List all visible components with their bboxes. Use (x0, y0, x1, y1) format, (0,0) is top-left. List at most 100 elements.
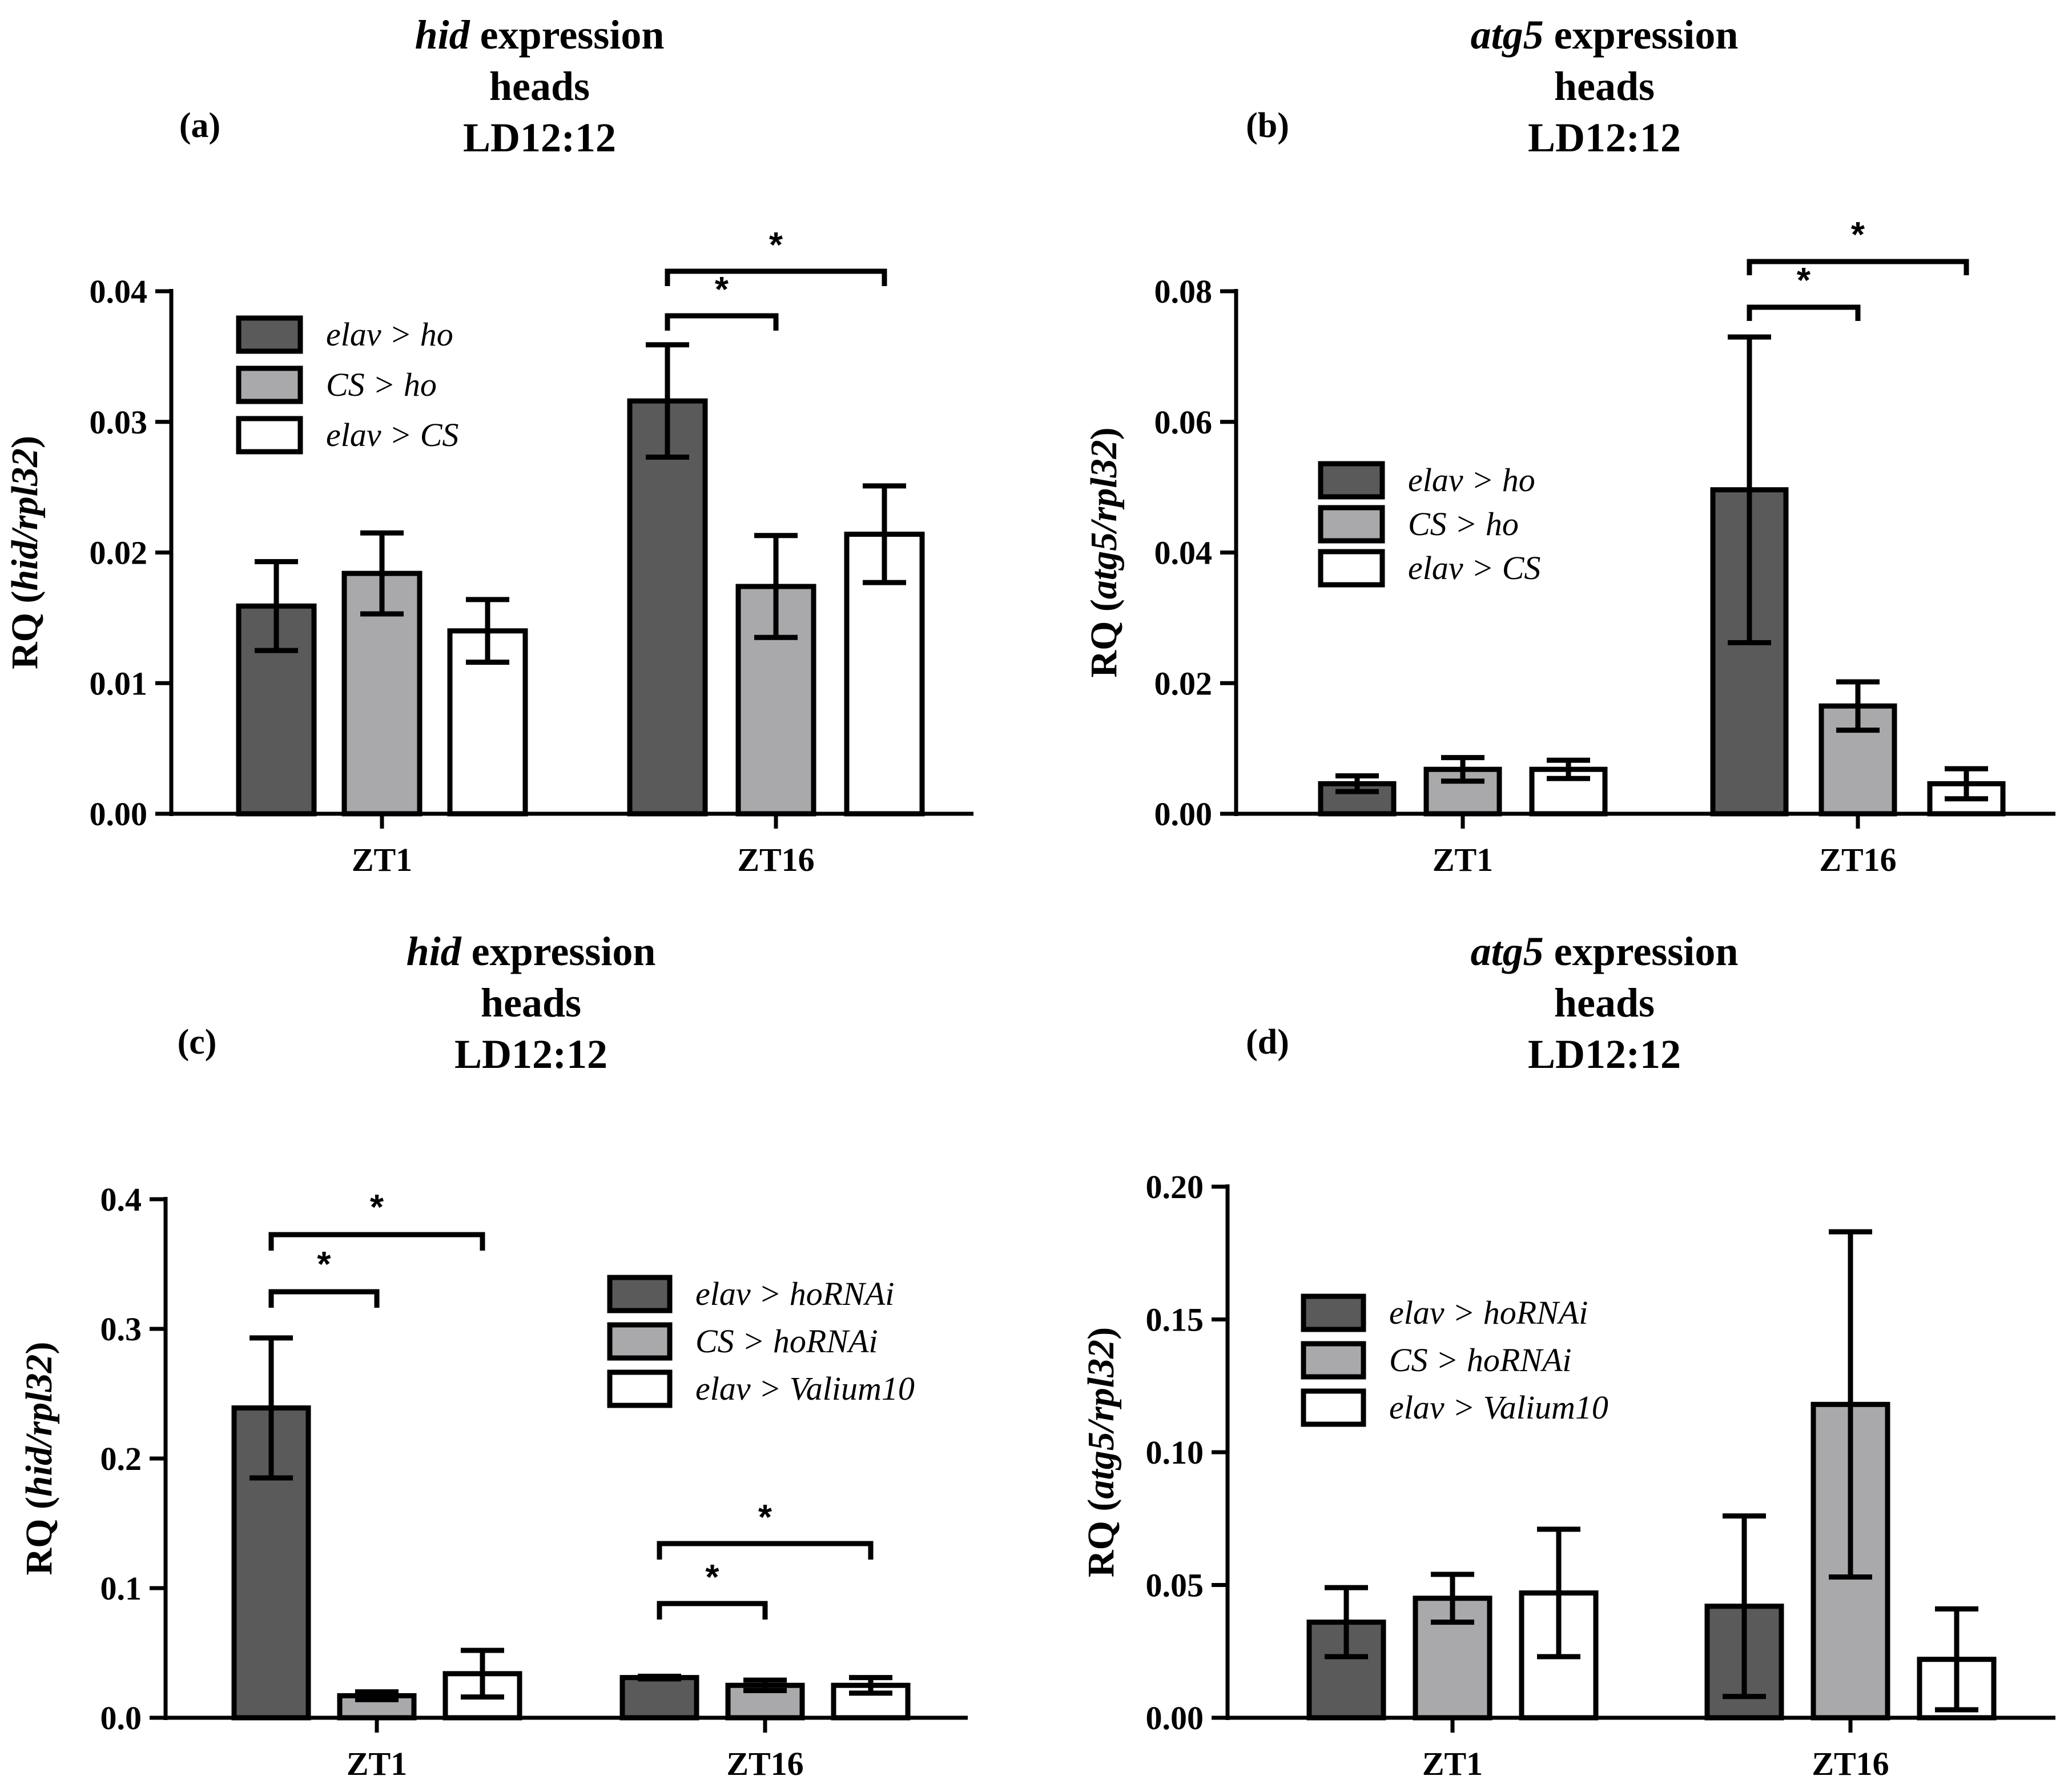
y-axis-label-prefix: RQ ( (1083, 599, 1125, 677)
y-tick-label: 0.03 (90, 404, 148, 441)
chart-condition: LD12:12 (463, 115, 616, 160)
legend-swatch (607, 1322, 673, 1361)
y-axis-label: RQ (hid/rpl32) (18, 1342, 60, 1576)
y-axis-label: RQ (hid/rpl32) (4, 436, 46, 669)
significance-bracket (268, 1289, 380, 1308)
panel-label: (c) (178, 1023, 217, 1062)
chart-panel-c: hid expression heads LD12:12 (c) RQ (hid/rpl… (18, 929, 968, 1782)
legend-label: elav > hoRNAi (1389, 1294, 1588, 1331)
chart-condition: LD12:12 (1528, 1031, 1681, 1077)
y-tick-label: 0.00 (1146, 1699, 1204, 1737)
legend-swatch (607, 1275, 673, 1313)
x-tick-label: ZT1 (347, 1745, 407, 1782)
y-axis-label-suffix: ) (4, 436, 46, 448)
y-tick-label: 0.1 (100, 1570, 142, 1607)
legend-label: elav > Valium10 (695, 1370, 915, 1407)
y-axis-label-ratio: atg5/rpl32 (1083, 440, 1125, 599)
x-tick-label: ZT16 (726, 1745, 803, 1782)
y-axis-label-prefix: RQ ( (18, 1497, 60, 1575)
legend-swatch (607, 1369, 673, 1408)
significance-bracket (657, 1541, 874, 1560)
y-axis-label-suffix: ) (1083, 427, 1125, 440)
chart-subtitle: heads (1554, 63, 1655, 109)
legend-swatch (1301, 1388, 1366, 1427)
chart-title-rest: expression (470, 12, 665, 58)
legend-swatch (236, 416, 303, 455)
y-axis-label-ratio: atg5/rpl32 (1080, 1340, 1122, 1499)
y-tick-label: 0.06 (1154, 404, 1213, 441)
y-axis-label-suffix: ) (18, 1342, 60, 1355)
y-tick-label: 0.02 (1154, 665, 1213, 702)
legend-label: CS > hoRNAi (695, 1323, 878, 1360)
legend-label: elav > CS (326, 416, 458, 453)
y-axis-label-suffix: ) (1080, 1327, 1122, 1340)
legend-swatch (236, 365, 303, 404)
bar (627, 398, 708, 817)
y-tick-label: 0.4 (100, 1181, 142, 1218)
x-tick-label: ZT16 (1819, 841, 1896, 878)
significance-star: * (370, 1188, 384, 1227)
legend-label: CS > hoRNAi (1389, 1341, 1571, 1379)
significance-star: * (1797, 261, 1811, 300)
significance-bracket (268, 1232, 485, 1251)
y-tick-label: 0.10 (1146, 1434, 1204, 1471)
y-tick-label: 0.20 (1146, 1168, 1204, 1206)
y-axis-label-ratio: hid/rpl32 (4, 448, 46, 590)
chart-title: hid expression (407, 929, 656, 974)
legend-swatch (1318, 461, 1385, 500)
legend-label: elav > hoRNAi (695, 1275, 894, 1312)
y-tick-label: 0.0 (100, 1699, 142, 1737)
legend: elav > ho CS > ho elav > CS (236, 315, 458, 455)
y-tick-label: 0.00 (90, 795, 148, 833)
chart-panel-a: hid expression heads LD12:12 (a) RQ (hid/rpl… (4, 12, 973, 878)
y-axis-label: RQ (atg5/rpl32) (1080, 1327, 1122, 1577)
y-tick-label: 0.00 (1154, 795, 1213, 833)
chart-subtitle: heads (1554, 980, 1655, 1026)
y-tick-label: 0.05 (1146, 1567, 1204, 1604)
y-tick-label: 0.04 (1154, 535, 1213, 572)
panel-label: (b) (1246, 106, 1289, 145)
y-axis-label-ratio: hid/rpl32 (18, 1355, 60, 1497)
y-tick-label: 0.15 (1146, 1301, 1204, 1339)
chart-title-gene: atg5 (1471, 929, 1544, 974)
significance-bracket (1747, 304, 1861, 321)
significance-bracket (657, 1601, 768, 1620)
bar (619, 1675, 699, 1721)
panel-label: (a) (179, 106, 220, 145)
y-tick-label: 0.3 (100, 1311, 142, 1348)
chart-panel-d: atg5 expression heads LD12:12 (d) RQ (atg5/r… (1080, 929, 2055, 1782)
chart-title-rest: expression (1544, 12, 1739, 58)
significance-bracket (1747, 259, 1969, 275)
chart-condition: LD12:12 (454, 1031, 607, 1077)
chart-title-gene: hid (407, 929, 462, 974)
y-tick-label: 0.01 (90, 665, 148, 702)
bar (844, 531, 925, 817)
legend-swatch (1318, 505, 1385, 544)
legend: elav > hoRNAi CS > hoRNAi elav > Valium10 (1301, 1293, 1608, 1427)
y-axis-label-prefix: RQ ( (4, 590, 46, 669)
chart-title-rest: expression (461, 929, 656, 974)
x-tick-label: ZT1 (1433, 841, 1493, 878)
legend-swatch (1301, 1293, 1366, 1332)
y-axis-label-prefix: RQ ( (1080, 1499, 1122, 1577)
legend-swatch (1318, 549, 1385, 588)
chart-title-gene: atg5 (1471, 12, 1544, 58)
significance-star: * (758, 1498, 773, 1537)
legend-swatch (236, 315, 303, 354)
legend-swatch (1301, 1341, 1366, 1380)
chart-title: atg5 expression (1471, 929, 1739, 974)
x-tick-label: ZT1 (1422, 1745, 1483, 1782)
chart-panel-b: atg5 expression heads LD12:12 (b) RQ (atg5/r… (1083, 12, 2055, 878)
legend: elav > ho CS > ho elav > CS (1318, 461, 1540, 588)
significance-star: * (769, 226, 783, 265)
y-tick-label: 0.02 (90, 535, 148, 572)
chart-subtitle: heads (489, 63, 590, 109)
y-tick-label: 0.04 (90, 273, 148, 310)
chart-subtitle: heads (481, 980, 581, 1026)
significance-star: * (705, 1558, 719, 1597)
chart-title-gene: hid (415, 12, 470, 58)
x-tick-label: ZT16 (1812, 1745, 1889, 1782)
x-tick-label: ZT1 (352, 841, 412, 878)
legend-label: elav > CS (1408, 549, 1540, 586)
legend-label: CS > ho (1408, 505, 1519, 543)
